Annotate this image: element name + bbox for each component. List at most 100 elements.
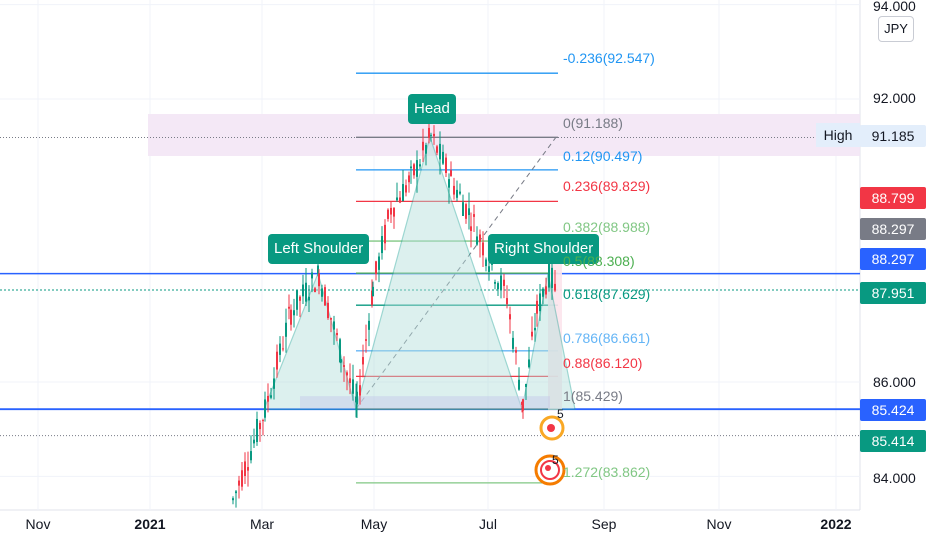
candle-body [476, 236, 478, 245]
candle-body [235, 491, 237, 494]
right-shoulder-label[interactable]: Right Shoulder [488, 234, 600, 264]
candle-body [339, 339, 341, 363]
price-tag: 88.297 [860, 248, 926, 270]
candle-body [485, 259, 487, 267]
event-badge-dot [547, 424, 555, 432]
candle-body [468, 208, 470, 216]
candle-body [241, 470, 243, 487]
candle-body [479, 234, 481, 242]
price-tag: 85.424 [860, 399, 926, 421]
candle-body [512, 337, 514, 349]
candle-body [456, 189, 458, 198]
fib-level-label: 0.88(86.120) [563, 355, 643, 371]
candle-body [346, 372, 348, 376]
candle-body [494, 282, 496, 284]
candle-body [318, 273, 320, 287]
candle-body [534, 327, 536, 331]
candle-body [488, 266, 490, 272]
candle-body [399, 197, 401, 203]
candle-body [343, 365, 345, 367]
y-tick-label: 92.000 [873, 90, 916, 106]
candle-body [321, 288, 323, 297]
price-tag: 85.414 [860, 430, 926, 452]
fib-level-label: 0.618(87.629) [563, 286, 651, 302]
candle-body [422, 141, 424, 151]
candle-body [509, 314, 511, 320]
candle-body [302, 284, 304, 297]
candle-body [308, 296, 310, 301]
left-shoulder-label[interactable]: Left Shoulder [268, 234, 370, 264]
fib-level-label: 0.236(89.829) [563, 178, 651, 194]
candle-body [554, 283, 556, 291]
fib-trend-line [355, 136, 557, 410]
candle-body [262, 420, 264, 422]
candle-body [327, 302, 329, 319]
candle-body [371, 290, 373, 305]
y-tick-label: 84.000 [873, 470, 916, 486]
candle-body [525, 383, 527, 387]
event-badge-count: 5 [557, 407, 564, 421]
candle-body [333, 321, 335, 330]
candle-body [548, 259, 550, 288]
price-tag: 87.951 [860, 282, 926, 304]
candle-body [528, 359, 530, 368]
fib-level-label: 0.12(90.497) [563, 148, 643, 164]
candle-body [264, 399, 266, 418]
candle-body [408, 175, 410, 183]
candle-body [362, 357, 364, 365]
candle-body [393, 208, 395, 217]
candle-body [375, 261, 377, 274]
candle-body [372, 286, 374, 297]
candle-body [416, 160, 418, 177]
candle-body [551, 267, 553, 288]
candle-body [296, 290, 298, 310]
candle-body [279, 343, 281, 355]
candle-body [356, 391, 358, 405]
candle-body [500, 275, 502, 290]
candle-body [368, 320, 370, 330]
candle-body [256, 418, 258, 443]
x-tick-label: 2022 [820, 516, 852, 532]
candle-body [276, 351, 278, 370]
candle-body [542, 288, 544, 297]
price-tag: 88.799 [860, 187, 926, 209]
candle-body [250, 451, 252, 461]
candle-body [531, 331, 533, 337]
y-tick-label: 86.000 [873, 374, 916, 390]
event-badge-dot [545, 465, 551, 471]
candle-body [290, 309, 292, 325]
currency-label[interactable]: JPY [878, 16, 914, 42]
candle-body [244, 461, 246, 476]
fib-level-label: 0.5(88.308) [563, 253, 635, 269]
candle-body [453, 185, 455, 195]
fib-level-label: 0.786(86.661) [563, 330, 651, 346]
candle-body [390, 207, 392, 215]
candle-body [352, 379, 354, 394]
high-label: High [816, 123, 860, 147]
candle-body [425, 144, 427, 154]
price-tag: 88.297 [860, 218, 926, 240]
candle-body [462, 202, 464, 216]
candle-body [314, 288, 316, 292]
candle-body [413, 164, 415, 176]
head-shape [355, 135, 523, 410]
x-tick-label: Sep [591, 516, 617, 532]
x-tick-label: Nov [706, 516, 732, 532]
fib-level-label: 0.382(88.988) [563, 219, 651, 235]
candle-body [428, 127, 430, 138]
candle-body [317, 265, 319, 274]
left-shoulder-shape [263, 271, 357, 410]
candle-body [439, 143, 441, 160]
candle-body [506, 298, 508, 305]
candle-body [340, 359, 342, 363]
fib-level-label: 1.272(83.862) [563, 464, 651, 480]
candle-body [247, 467, 249, 471]
candle-body [536, 300, 538, 314]
candle-body [433, 133, 435, 137]
candle-body [445, 157, 447, 173]
candle-body [285, 322, 287, 337]
candle-body [259, 422, 261, 430]
head-label[interactable]: Head [408, 94, 456, 124]
candle-body [450, 170, 452, 176]
